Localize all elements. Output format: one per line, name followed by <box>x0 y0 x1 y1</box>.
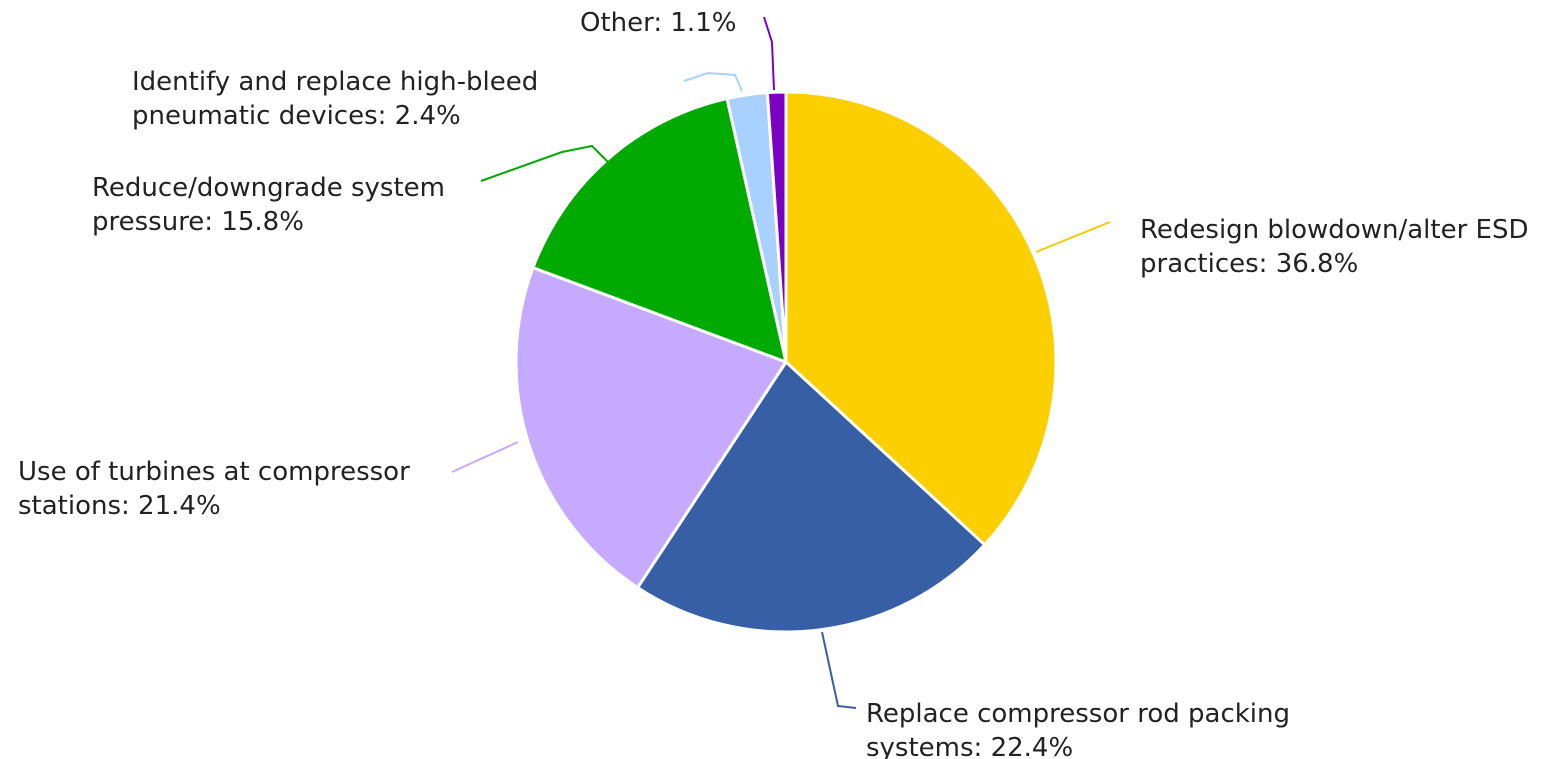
slice-label-line: practices: 36.8% <box>1140 249 1358 279</box>
leader-line-6 <box>763 16 775 91</box>
leader-line-4 <box>480 144 612 182</box>
leader-line-2 <box>821 631 857 709</box>
slice-label-line: pressure: 15.8% <box>92 207 304 237</box>
slice-label-2: Replace compressor rod packing systems: 2… <box>866 699 1290 759</box>
pie-slices <box>514 90 1058 634</box>
slice-label-line: stations: 21.4% <box>18 491 221 521</box>
slice-label-line: pneumatic devices: 2.4% <box>132 101 461 131</box>
slice-label-line: Replace compressor rod packing <box>866 699 1290 729</box>
slice-label-4: Reduce/downgrade system pressure: 15.8% <box>92 173 445 237</box>
slice-label-6: Other: 1.1% <box>580 8 736 38</box>
slice-labels: Redesign blowdown/alter ESD practices: 36… <box>18 8 1528 759</box>
slice-label-line: Reduce/downgrade system <box>92 173 445 203</box>
slice-label-5: Identify and replace high-bleed pneumatic… <box>132 67 538 131</box>
slice-label-line: Redesign blowdown/alter ESD <box>1140 215 1528 245</box>
slice-label-line: Use of turbines at compressor <box>18 457 410 487</box>
slice-label-line: Identify and replace high-bleed <box>132 67 538 97</box>
leader-line-3 <box>451 441 519 473</box>
leader-line-5 <box>683 71 743 92</box>
pie-slice-3 <box>514 266 788 590</box>
slice-label-line: systems: 22.4% <box>866 733 1073 759</box>
pie-slice-2 <box>636 360 987 634</box>
pie-slice-6 <box>765 90 788 364</box>
leader-line-1 <box>1035 221 1111 253</box>
pie-slice-1 <box>784 90 1058 547</box>
slice-label-1: Redesign blowdown/alter ESD practices: 36… <box>1140 215 1528 279</box>
pie-slice-4 <box>531 97 788 364</box>
slice-label-3: Use of turbines at compressor stations: 2… <box>18 457 410 521</box>
leader-lines <box>451 16 1111 709</box>
slice-label-line: Other: 1.1% <box>580 8 736 38</box>
